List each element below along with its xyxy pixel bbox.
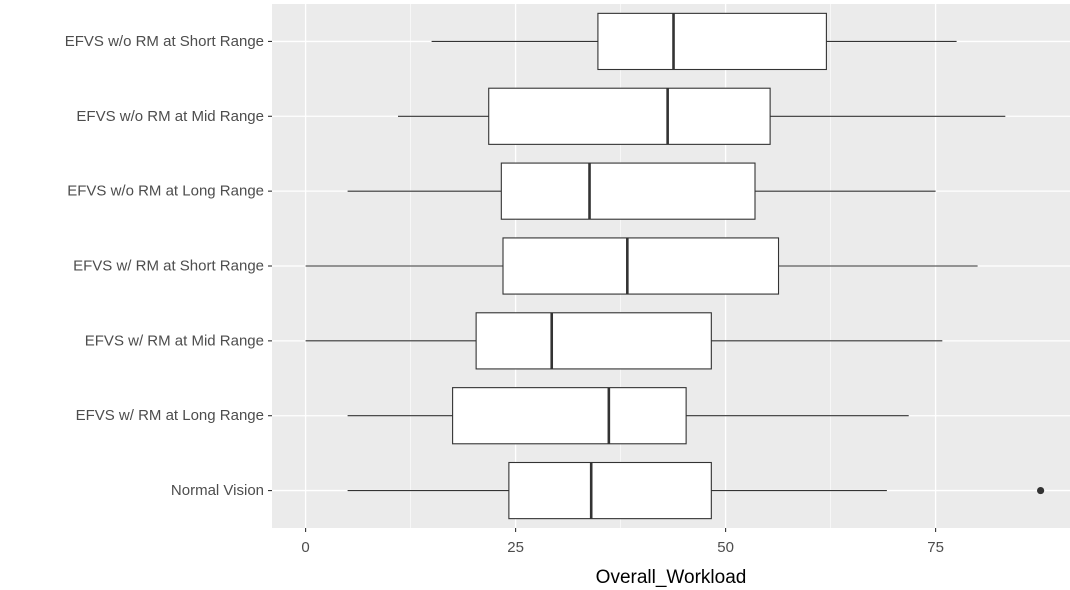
iqr-box	[502, 237, 780, 295]
x-tick-label: 25	[507, 539, 524, 556]
x-axis-title: Overall_Workload	[596, 567, 747, 588]
box-4	[305, 237, 978, 295]
box-6	[347, 387, 909, 445]
x-tick-label: 0	[301, 539, 309, 556]
x-axis: 0 25 50 75	[301, 528, 944, 556]
y-tick-label: EFVS w/o RM at Short Range	[65, 33, 264, 50]
y-tick-label: EFVS w/ RM at Mid Range	[85, 332, 264, 349]
x-tick-label: 50	[717, 539, 734, 556]
box-2	[398, 87, 1006, 145]
y-axis: EFVS w/o RM at Short Range EFVS w/o RM at…	[65, 33, 272, 499]
iqr-box	[488, 87, 771, 145]
y-tick-label: Normal Vision	[171, 482, 264, 499]
iqr-box	[475, 312, 712, 370]
iqr-box	[508, 461, 712, 520]
box-1	[431, 12, 957, 71]
iqr-box	[452, 387, 687, 445]
y-tick-label: EFVS w/o RM at Mid Range	[76, 108, 264, 125]
box-3	[347, 162, 936, 220]
y-tick-label: EFVS w/ RM at Short Range	[73, 258, 264, 275]
outlier-point	[1037, 486, 1045, 495]
box-5	[305, 312, 943, 370]
iqr-box	[597, 12, 827, 71]
x-tick-label: 75	[927, 539, 944, 556]
box-7	[347, 461, 1045, 520]
boxplot-series	[305, 12, 1045, 520]
iqr-box	[500, 162, 756, 220]
y-tick-label: EFVS w/ RM at Long Range	[76, 407, 264, 424]
y-tick-label: EFVS w/o RM at Long Range	[67, 183, 264, 200]
